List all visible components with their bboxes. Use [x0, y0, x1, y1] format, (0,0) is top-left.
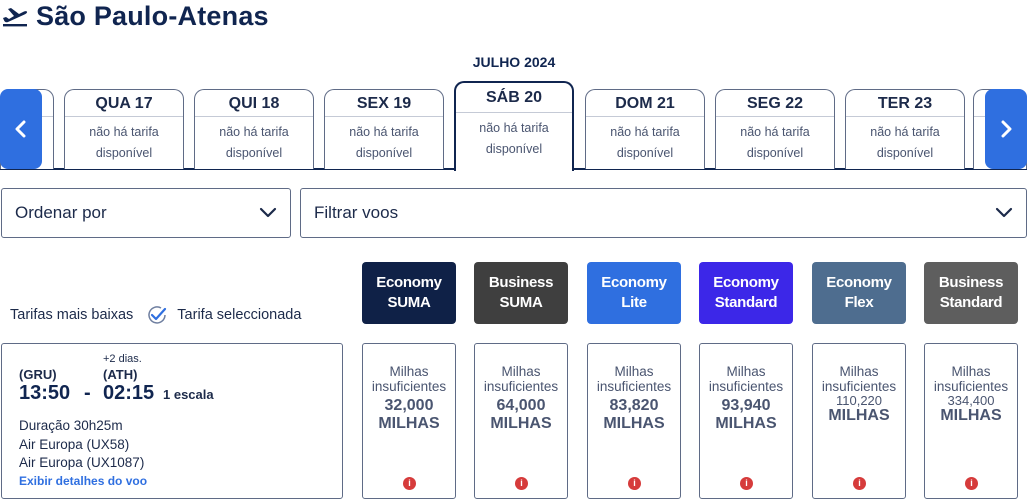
fare-unit: MILHAS: [940, 407, 1002, 424]
date-tab-day: DOM 21: [586, 90, 704, 117]
date-tab-day: QUA 17: [65, 90, 183, 117]
chevron-right-icon: [1001, 120, 1012, 138]
date-tab-qua-17[interactable]: QUA 17 não há tarifa disponível: [64, 89, 184, 169]
plane-takeoff-icon: [3, 8, 28, 27]
page-title: São Paulo-Atenas: [36, 0, 269, 31]
fare-unit: MILHAS: [490, 415, 552, 432]
fare-cell-business-standard[interactable]: Milhas insuficientes 334,400 MILHAS i: [924, 343, 1018, 499]
filter-flights-dropdown[interactable]: Filtrar voos: [300, 188, 1027, 238]
page-header: São Paulo-Atenas: [2, 0, 269, 32]
date-tab-fare: não há tarifa disponível: [89, 125, 159, 160]
sort-dropdown[interactable]: Ordenar por: [1, 188, 291, 238]
info-icon[interactable]: i: [965, 477, 978, 490]
fare-status: Milhas insuficientes: [708, 364, 784, 394]
flight-duration: Duração 30h25m: [19, 418, 123, 433]
departure-time: 13:50: [19, 382, 71, 404]
fare-status: Milhas insuficientes: [596, 364, 672, 394]
fare-miles: 110,220: [835, 393, 883, 408]
fare-cell-economy-standard[interactable]: Milhas insuficientes 93,940 MILHAS i: [699, 343, 793, 499]
date-tab-qui-18[interactable]: QUI 18 não há tarifa disponível: [194, 89, 314, 169]
date-tab-sab-20-selected[interactable]: SÁB 20 não há tarifa disponível: [454, 81, 574, 173]
fare-status: Milhas insuficientes: [371, 364, 447, 394]
next-dates-button[interactable]: [985, 89, 1027, 169]
fare-miles: 93,940: [721, 397, 771, 414]
previous-dates-button[interactable]: [0, 89, 42, 169]
legend-lowest-fares: Tarifas mais baixas: [10, 307, 134, 323]
flight-segment: Air Europa (UX58): [19, 437, 130, 452]
fare-cell-economy-suma[interactable]: Milhas insuficientes 32,000 MILHAS i: [362, 343, 456, 499]
fare-cell-business-suma[interactable]: Milhas insuficientes 64,000 MILHAS i: [474, 343, 568, 499]
chevron-left-icon: [15, 120, 26, 138]
date-carousel: QUA 17 não há tarifa disponível QUI 18 n…: [0, 80, 1027, 173]
date-tab-fare: não há tarifa disponível: [349, 125, 419, 160]
fare-header-economy-lite: Economy Lite: [587, 262, 681, 324]
time-separator: -: [84, 382, 91, 404]
chevron-down-icon: [995, 207, 1013, 218]
fare-miles: 32,000: [384, 397, 434, 414]
fare-miles: 83,820: [609, 397, 659, 414]
fare-unit: MILHAS: [603, 415, 665, 432]
date-tab-day: SEX 19: [325, 90, 443, 117]
info-icon[interactable]: i: [740, 477, 753, 490]
plus-days-label: +2 dias.: [103, 353, 142, 365]
flight-card: +2 dias. (GRU) (ATH) 13:50 - 02:15 1 esc…: [1, 343, 343, 499]
fare-cell-economy-lite[interactable]: Milhas insuficientes 83,820 MILHAS i: [587, 343, 681, 499]
info-icon[interactable]: i: [403, 477, 416, 490]
origin-airport: (GRU): [19, 367, 57, 382]
date-tab-fare: não há tarifa disponível: [740, 125, 810, 160]
fare-header-economy-suma: Economy SUMA: [362, 262, 456, 324]
fare-header-business-suma: Business SUMA: [474, 262, 568, 324]
flight-details-link[interactable]: Exibir detalhes do voo: [19, 474, 148, 488]
info-icon[interactable]: i: [628, 477, 641, 490]
date-tab-sex-19[interactable]: SEX 19 não há tarifa disponível: [324, 89, 444, 169]
date-tab-day: QUI 18: [195, 90, 313, 117]
legend-selected-fare: Tarifa seleccionada: [177, 307, 302, 323]
info-icon[interactable]: i: [515, 477, 528, 490]
calendar-month: JULHO 2024: [472, 54, 556, 70]
date-tab-seg-22[interactable]: SEG 22 não há tarifa disponível: [715, 89, 835, 169]
date-tab-dom-21[interactable]: DOM 21 não há tarifa disponível: [585, 89, 705, 169]
date-tab-fare: não há tarifa disponível: [479, 121, 549, 156]
sort-dropdown-label: Ordenar por: [15, 203, 107, 222]
fare-miles: 64,000: [496, 397, 546, 414]
fare-status: Milhas insuficientes: [821, 364, 897, 394]
fare-status: Milhas insuficientes: [483, 364, 559, 394]
date-tab-day: SÁB 20: [456, 83, 572, 113]
date-tab-fare: não há tarifa disponível: [219, 125, 289, 160]
arrival-time: 02:15: [103, 382, 155, 404]
date-tab-fare: não há tarifa disponível: [870, 125, 940, 160]
date-tab-day: TER 23: [846, 90, 964, 117]
destination-airport: (ATH): [103, 367, 138, 382]
fare-header-economy-flex: Economy Flex: [812, 262, 906, 324]
fare-unit: MILHAS: [378, 415, 440, 432]
fare-unit: MILHAS: [828, 407, 890, 424]
date-tab-fare: não há tarifa disponível: [610, 125, 680, 160]
info-icon[interactable]: i: [853, 477, 866, 490]
fare-status: Milhas insuficientes: [933, 364, 1009, 394]
fare-legend: Tarifas mais baixas Tarifa seleccionada: [10, 303, 301, 327]
fare-unit: MILHAS: [715, 415, 777, 432]
flight-segment: Air Europa (UX1087): [19, 455, 145, 470]
filter-dropdown-label: Filtrar voos: [314, 203, 399, 222]
date-tab-day: SEG 22: [716, 90, 834, 117]
date-tab-ter-23[interactable]: TER 23 não há tarifa disponível: [845, 89, 965, 169]
fare-header-economy-standard: Economy Standard: [699, 262, 793, 324]
check-circle-icon: [148, 306, 167, 324]
stops-count: 1 escala: [163, 387, 214, 402]
chevron-down-icon: [259, 207, 277, 218]
fare-cell-economy-flex[interactable]: Milhas insuficientes 110,220 MILHAS i: [812, 343, 906, 499]
fare-miles: 334,400: [947, 393, 995, 408]
fare-header-business-standard: Business Standard: [924, 262, 1018, 324]
